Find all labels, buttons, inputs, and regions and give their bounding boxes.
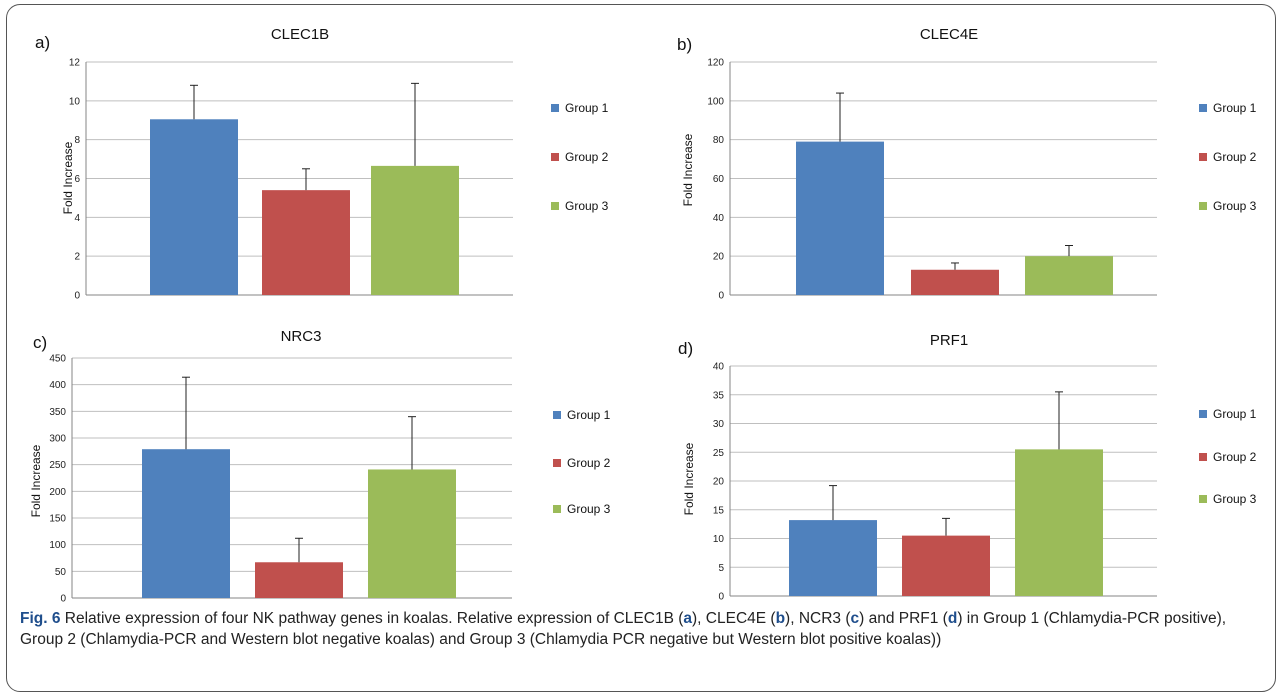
y-tick-label: 300 — [49, 434, 66, 445]
legend-swatch-2 — [1199, 453, 1207, 461]
caption-figure-number: Fig. 6 — [20, 610, 61, 627]
bar-1 — [789, 520, 877, 596]
bar-2 — [255, 562, 343, 598]
legend-entry: Group 1 — [565, 101, 609, 115]
caption-ref-d: d — [947, 610, 958, 627]
legend-swatch-1 — [553, 411, 561, 419]
chart-title: CLEC1B — [271, 26, 329, 43]
y-tick-label: 25 — [713, 448, 725, 459]
figure-charts: 0 2 4 6 8 10 12 CLEC1B a) Fold Increase Group 1 Gro… — [29, 26, 1257, 605]
y-axis-label: Fold Increase — [682, 442, 696, 515]
y-tick-label: 0 — [74, 291, 80, 302]
legend-swatch-1 — [551, 104, 559, 112]
caption-text-4: ) and PRF1 ( — [859, 610, 948, 627]
legend-entry: Group 3 — [1213, 199, 1257, 213]
y-tick-label: 200 — [49, 487, 66, 498]
caption-text-2: ), CLEC4E ( — [692, 610, 776, 627]
y-tick-label: 40 — [713, 213, 725, 224]
legend-swatch-3 — [1199, 495, 1207, 503]
y-tick-label: 8 — [74, 135, 80, 146]
y-tick-label: 40 — [713, 362, 725, 373]
legend-entry: Group 1 — [1213, 101, 1257, 115]
bar-1 — [142, 449, 230, 598]
y-tick-label: 12 — [69, 58, 81, 69]
legend-swatch-1 — [1199, 410, 1207, 418]
panel-label: d) — [678, 339, 693, 358]
legend-entry: Group 3 — [567, 502, 611, 516]
y-tick-label: 50 — [55, 567, 67, 578]
y-tick-label: 0 — [60, 594, 66, 605]
chart-title: CLEC4E — [920, 26, 978, 43]
chart-title: PRF1 — [930, 332, 968, 349]
caption-text-1: Relative expression of four NK pathway g… — [60, 610, 684, 627]
panel-label: b) — [677, 35, 692, 54]
y-tick-label: 0 — [718, 291, 724, 302]
legend-entry: Group 2 — [1213, 150, 1257, 164]
legend-swatch-3 — [551, 202, 559, 210]
y-tick-label: 100 — [707, 96, 724, 107]
bar-2 — [911, 269, 999, 295]
legend-entry: Group 3 — [565, 199, 609, 213]
y-tick-label: 6 — [74, 174, 80, 185]
y-tick-label: 80 — [713, 135, 725, 146]
y-tick-label: 60 — [713, 174, 725, 185]
bar-3 — [1025, 256, 1113, 295]
bar-3 — [368, 469, 456, 598]
y-axis-label: Fold Increase — [61, 141, 75, 214]
legend-swatch-2 — [1199, 153, 1207, 161]
bar-2 — [902, 535, 990, 596]
y-tick-label: 250 — [49, 460, 66, 471]
y-tick-label: 0 — [718, 592, 724, 603]
bar-2 — [262, 190, 350, 295]
y-tick-label: 10 — [713, 534, 725, 545]
y-tick-label: 400 — [49, 380, 66, 391]
y-tick-label: 450 — [49, 354, 66, 365]
legend-entry: Group 1 — [567, 408, 611, 422]
legend-entry: Group 1 — [1213, 407, 1257, 421]
y-axis-label: Fold Increase — [29, 444, 43, 517]
legend-swatch-1 — [1199, 104, 1207, 112]
legend-swatch-3 — [553, 505, 561, 513]
legend-entry: Group 2 — [565, 150, 609, 164]
y-tick-label: 350 — [49, 407, 66, 418]
caption-text-3: ), NCR3 ( — [785, 610, 851, 627]
legend-swatch-2 — [551, 153, 559, 161]
chart-title: NRC3 — [281, 328, 322, 345]
caption-text-5: ) in Group 1 (Chlamydia-PCR positive), G… — [20, 610, 1227, 648]
y-tick-label: 120 — [707, 58, 724, 69]
caption-ref-b: b — [775, 610, 786, 627]
figure-caption: Fig. 6 Relative expression of four NK pa… — [20, 608, 1260, 650]
caption-ref-a: a — [683, 610, 693, 627]
y-tick-label: 4 — [74, 213, 80, 224]
legend-entry: Group 2 — [1213, 450, 1257, 464]
y-axis-label: Fold Increase — [681, 133, 695, 206]
y-tick-label: 35 — [713, 390, 725, 401]
legend-entry: Group 2 — [567, 456, 611, 470]
legend-entry: Group 3 — [1213, 492, 1257, 506]
legend-swatch-3 — [1199, 202, 1207, 210]
bar-3 — [1015, 449, 1103, 596]
y-tick-label: 20 — [713, 252, 725, 263]
y-tick-label: 150 — [49, 514, 66, 525]
y-tick-label: 2 — [74, 252, 80, 263]
caption-ref-c: c — [850, 610, 860, 627]
bar-1 — [796, 141, 884, 295]
panel-label: c) — [33, 333, 47, 352]
y-tick-label: 20 — [713, 477, 725, 488]
bar-1 — [150, 119, 238, 295]
y-tick-label: 30 — [713, 419, 725, 430]
panel-label: a) — [35, 33, 50, 52]
legend-swatch-2 — [553, 459, 561, 467]
y-tick-label: 100 — [49, 540, 66, 551]
y-tick-label: 10 — [69, 96, 81, 107]
y-tick-label: 5 — [718, 563, 724, 574]
bar-3 — [371, 165, 459, 295]
y-tick-label: 15 — [713, 505, 725, 516]
